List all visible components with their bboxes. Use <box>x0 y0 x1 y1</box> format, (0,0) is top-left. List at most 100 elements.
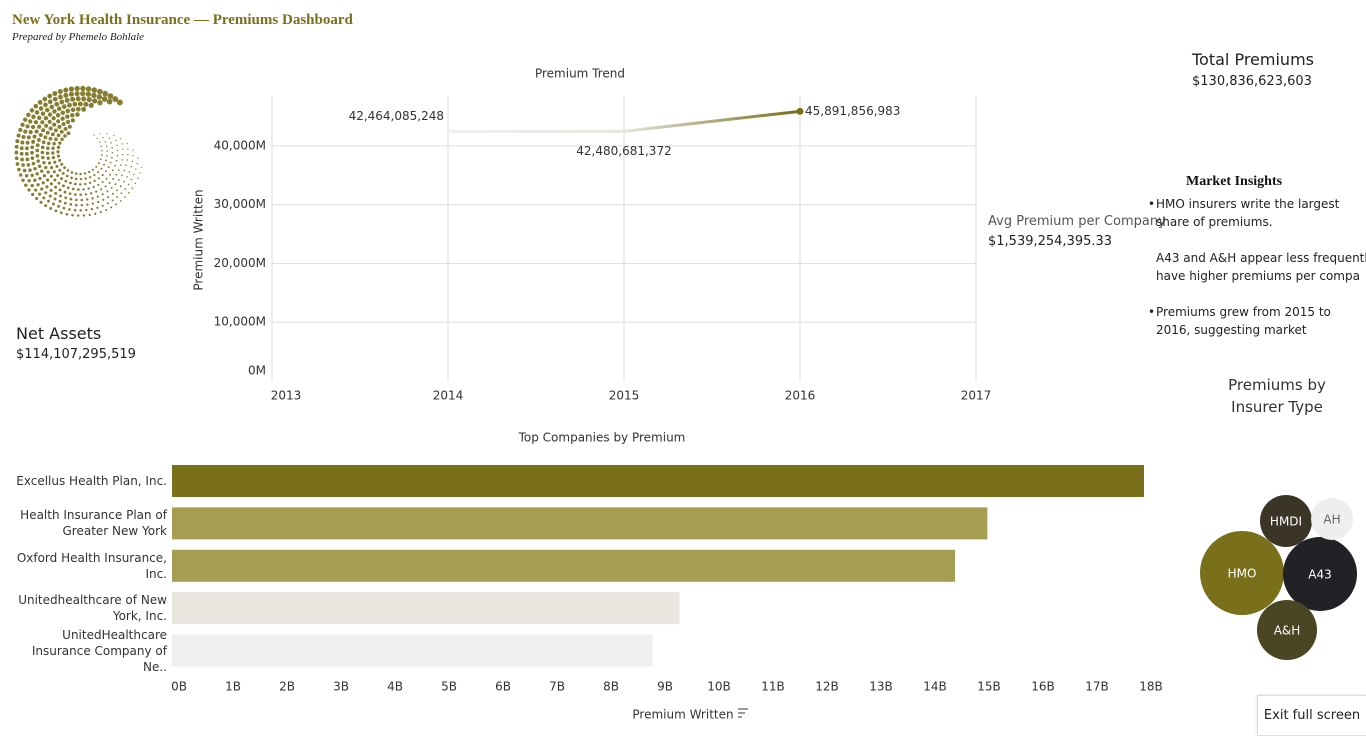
logo-dot <box>47 99 53 105</box>
logo-dot <box>34 129 39 134</box>
bar <box>172 465 1144 497</box>
logo-dot <box>47 119 52 124</box>
logo-dot <box>36 138 41 142</box>
logo-dot <box>121 174 123 177</box>
logo-dot <box>75 198 78 202</box>
logo-dot <box>52 96 58 102</box>
logo-dot <box>120 192 123 195</box>
logo-dot <box>111 192 114 195</box>
logo-dot <box>37 115 42 120</box>
logo-dot <box>51 156 56 160</box>
logo-dot <box>96 94 103 100</box>
logo-dot <box>89 176 92 179</box>
x-tick-label: 10B <box>707 680 731 694</box>
logo-dot <box>88 213 91 217</box>
logo-dot <box>67 124 72 129</box>
logo-dot <box>53 128 58 133</box>
logo-dot <box>49 188 53 192</box>
logo-dot <box>131 160 134 162</box>
logo-dot <box>32 134 37 139</box>
logo-dot <box>70 171 74 174</box>
logo-dot <box>91 202 95 205</box>
logo-dot <box>115 139 117 141</box>
logo-dot <box>97 99 103 106</box>
logo-dot <box>65 174 69 178</box>
logo-dot <box>36 159 40 163</box>
logo-dot <box>132 155 134 157</box>
logo-dot <box>88 102 94 108</box>
logo-dot <box>20 140 25 145</box>
data-label: 42,464,085,248 <box>349 109 444 123</box>
x-tick-label: 5B <box>441 680 457 694</box>
logo-dot <box>109 173 111 176</box>
logo-dot <box>127 153 129 156</box>
x-tick-label: 2013 <box>271 389 302 403</box>
logo-dot <box>109 161 112 164</box>
x-tick-label: 11B <box>761 680 785 694</box>
logo-dot <box>30 156 35 160</box>
logo-dot <box>53 178 57 182</box>
bubble-chart-title: Premiums by Insurer Type <box>1228 376 1326 416</box>
logo-dot <box>103 163 105 166</box>
logo-dot <box>40 169 44 173</box>
logo-dot <box>130 165 132 168</box>
logo-dot <box>14 150 19 155</box>
logo-dot <box>39 200 43 204</box>
bubble-label: A43 <box>1308 568 1331 582</box>
logo-dot <box>41 128 46 133</box>
logo-dot <box>33 167 37 171</box>
kpi-value: $114,107,295,519 <box>16 347 136 362</box>
logo-dot <box>58 141 62 145</box>
kpi-value: $1,539,254,395.33 <box>988 234 1113 249</box>
logo-dot <box>63 126 68 131</box>
logo-dot <box>30 150 34 155</box>
logo-dot <box>96 206 99 209</box>
logo-dot <box>31 114 36 119</box>
logo-dot <box>46 146 50 151</box>
logo-dot <box>79 172 82 176</box>
bubble <box>1256 599 1318 661</box>
logo-dot <box>81 106 87 112</box>
logo-dot <box>85 86 92 92</box>
logo-dot <box>111 199 114 202</box>
logo-dot <box>58 199 62 203</box>
logo-dot <box>136 163 138 165</box>
logo-dot <box>43 116 49 121</box>
kpi-label: Net Assets <box>16 324 102 343</box>
logo-dot <box>93 173 96 177</box>
logo-dot <box>102 136 104 139</box>
logo-dot <box>27 179 31 183</box>
logo-dot <box>38 133 43 137</box>
logo-dot <box>84 193 88 196</box>
logo-dot <box>52 170 56 174</box>
logo-dot <box>91 87 98 93</box>
logo-dot <box>107 196 110 199</box>
x-tick-label: 9B <box>657 680 673 694</box>
insight-text: HMO insurers write the largest share of … <box>1156 197 1340 229</box>
logo-dot <box>54 137 58 142</box>
logo-dot <box>122 148 124 150</box>
logo-dot <box>112 96 119 102</box>
logo-dot <box>71 187 75 191</box>
logo-dot <box>106 150 108 152</box>
logo-dot <box>26 135 31 140</box>
logo-dot <box>106 98 113 105</box>
logo-dot <box>51 146 55 150</box>
logo-dot <box>57 204 60 208</box>
logo-dot <box>75 203 78 207</box>
logo-dot <box>56 173 60 177</box>
logo-dot <box>42 161 46 165</box>
logo-dot <box>36 183 40 187</box>
logo-dot <box>99 133 101 135</box>
logo-dot <box>106 154 108 157</box>
exit-fullscreen-button[interactable]: Exit full screen <box>1257 695 1366 736</box>
bubble-label: A&H <box>1274 624 1301 638</box>
logo-dot <box>105 170 107 173</box>
logo-dot <box>99 211 102 214</box>
bar <box>172 634 653 667</box>
logo-dot <box>44 123 49 128</box>
logo-dot <box>100 154 103 156</box>
logo-dot <box>141 166 143 168</box>
logo-dot <box>59 129 64 134</box>
